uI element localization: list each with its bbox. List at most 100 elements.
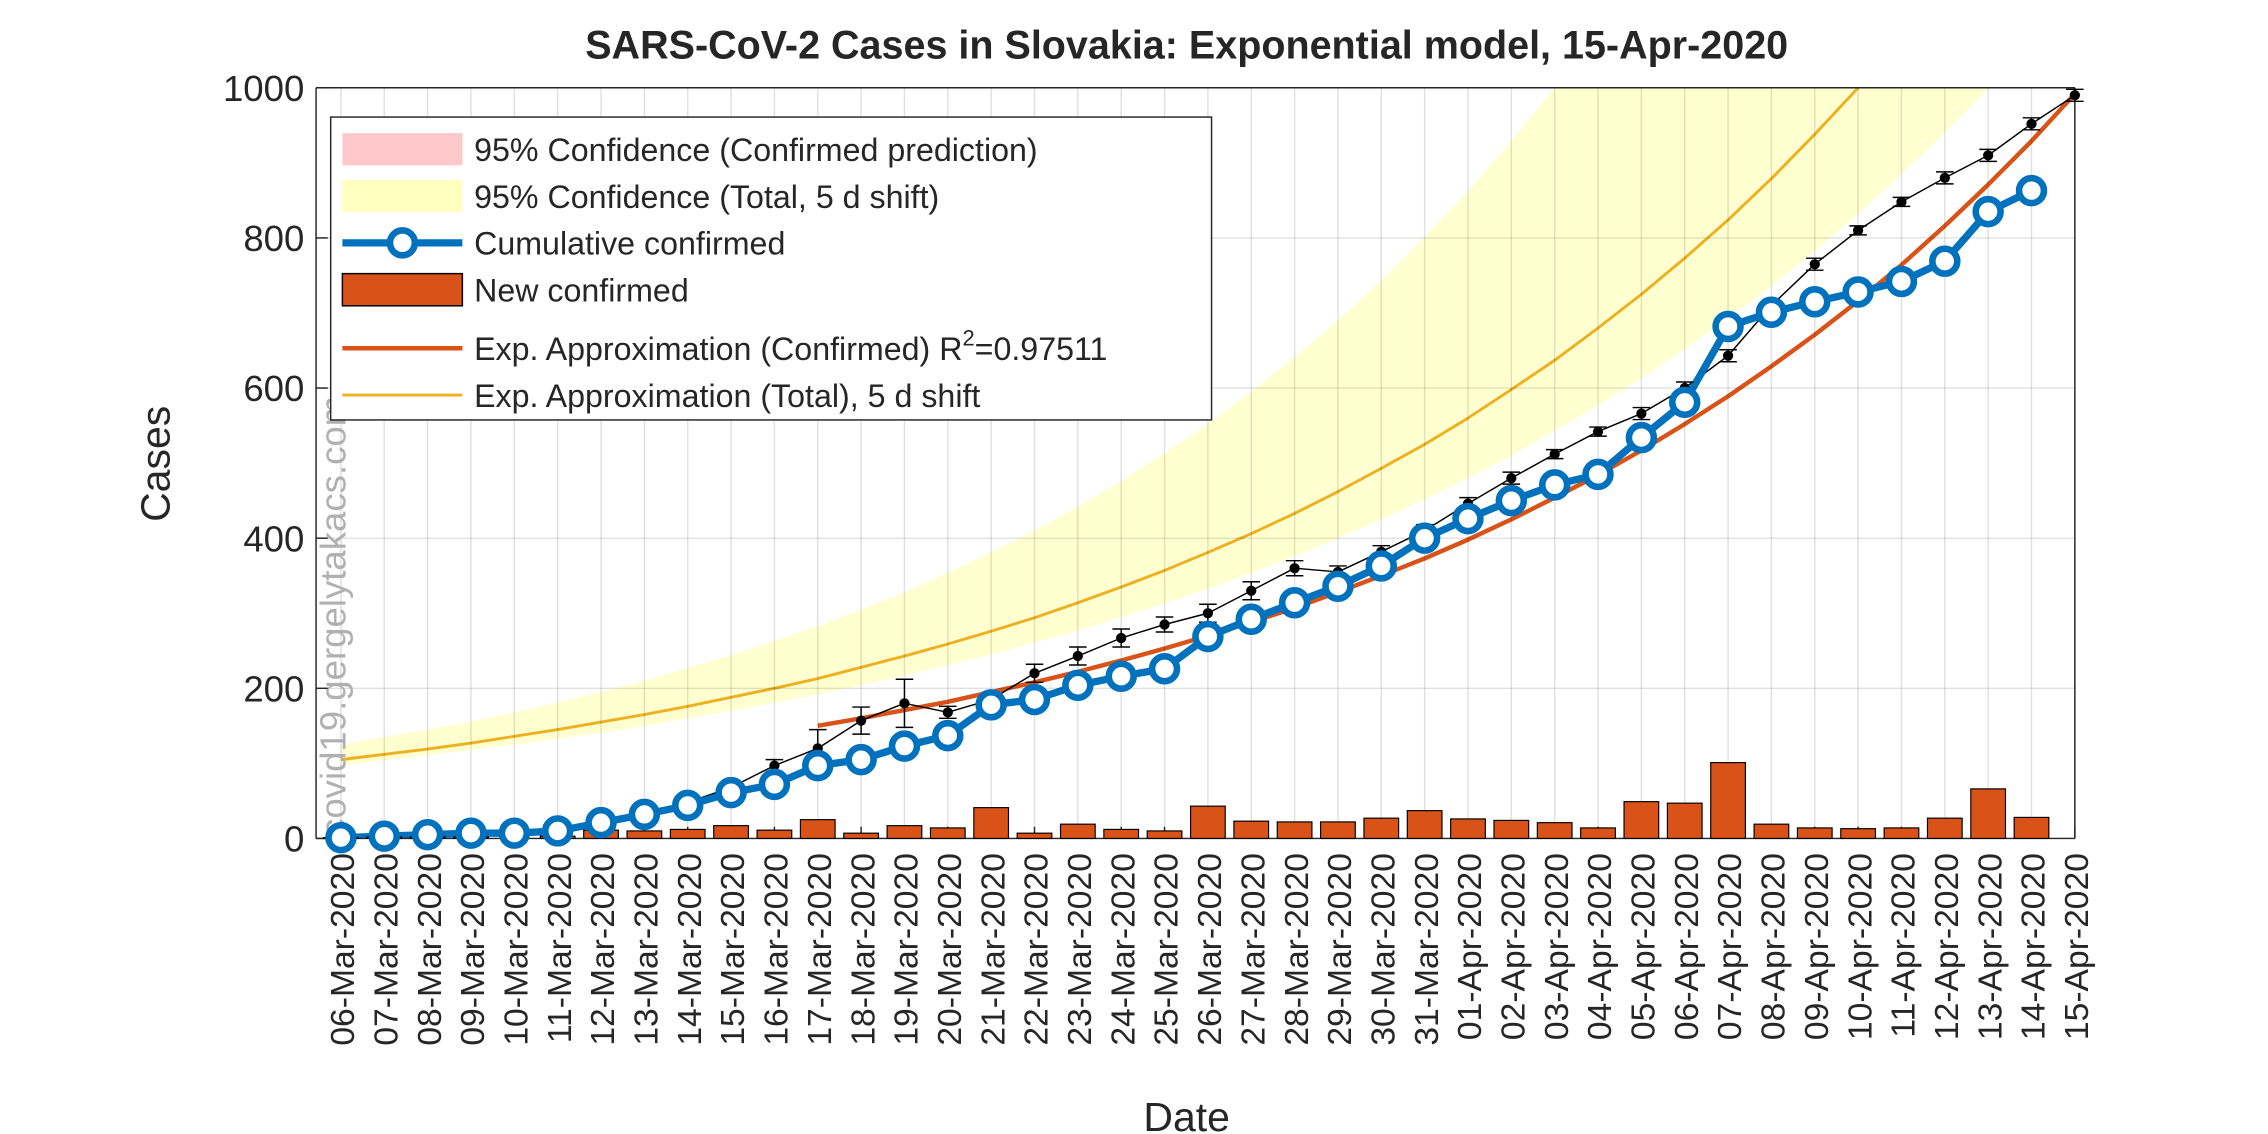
- error-bar: [1285, 559, 1304, 577]
- marker: [585, 806, 617, 839]
- marker: [1062, 669, 1094, 702]
- point: [1983, 150, 1994, 161]
- point: [1592, 426, 1604, 437]
- bar: [973, 807, 1010, 840]
- bar: [843, 832, 880, 840]
- bar: [1753, 823, 1790, 840]
- x-tick-label: 26-Mar-2020: [1192, 853, 1229, 1046]
- x-tick-label: 12-Apr-2020: [1929, 853, 1966, 1040]
- bar: [799, 819, 836, 840]
- x-tick-label: 09-Apr-2020: [1799, 853, 1836, 1040]
- x-tick-label: 17-Mar-2020: [802, 853, 839, 1046]
- error-bar: [2066, 88, 2084, 103]
- point: [1896, 196, 1907, 208]
- bar: [1146, 830, 1183, 840]
- x-tick-label: 19-Mar-2020: [889, 853, 926, 1046]
- error-bar: [1719, 349, 1737, 363]
- marker: [1452, 502, 1484, 535]
- x-tick-label: 07-Mar-2020: [368, 853, 405, 1046]
- point: [1722, 350, 1734, 361]
- legend-suffix: =0.97511: [975, 331, 1108, 367]
- legend-label: Cumulative confirmed: [474, 226, 785, 262]
- error-bar: [895, 678, 914, 729]
- x-tick-label: 24-Mar-2020: [1105, 853, 1142, 1046]
- x-tick-label: 09-Mar-2020: [455, 853, 492, 1046]
- point: [1116, 632, 1127, 644]
- legend-label: Exp. Approximation (Total), 5 d shift: [474, 378, 980, 414]
- y-tick-label: 600: [243, 368, 304, 409]
- legend-text: 95% Confidence (Total, 5 d shift): [474, 179, 939, 215]
- point: [942, 707, 953, 718]
- marker: [715, 776, 747, 809]
- bar: [756, 829, 793, 840]
- legend-swatch: [341, 272, 464, 307]
- marker: [1929, 245, 1961, 277]
- marker: [932, 719, 964, 752]
- marker: [368, 820, 401, 852]
- point: [2026, 118, 2037, 129]
- error-bar: [1805, 257, 1824, 271]
- marker: [1755, 296, 1788, 328]
- x-tick-label: 08-Mar-2020: [412, 853, 449, 1046]
- bar: [1840, 828, 1877, 840]
- bar: [1189, 805, 1226, 840]
- bar: [1016, 832, 1053, 840]
- marker: [758, 768, 791, 801]
- error-bar: [1892, 196, 1911, 208]
- marker: [455, 817, 487, 849]
- legend-swatch: [342, 133, 463, 166]
- error-bar: [1589, 426, 1607, 437]
- error-bar: [1632, 406, 1651, 421]
- marker: [1105, 660, 1137, 693]
- point: [769, 760, 780, 771]
- legend-text: Cumulative confirmed: [474, 226, 785, 262]
- legend-label: 95% Confidence (Confirmed prediction): [474, 132, 1038, 168]
- marker: [1582, 458, 1614, 491]
- legend-marker: [386, 227, 419, 259]
- error-bar: [852, 706, 870, 735]
- x-axis-label: Date: [1143, 1094, 1230, 1134]
- legend-text: Exp. Approximation (Confirmed) R: [474, 331, 962, 367]
- point: [1072, 650, 1083, 662]
- x-tick-label: 23-Mar-2020: [1062, 853, 1099, 1046]
- x-tick-label: 28-Mar-2020: [1279, 853, 1316, 1046]
- confidence-band: [340, 87, 1989, 765]
- marker: [1365, 550, 1398, 582]
- bar: [1623, 801, 1660, 840]
- line: [340, 187, 2034, 839]
- marker: [541, 815, 574, 847]
- marker: [1322, 570, 1354, 602]
- chart-title: SARS-CoV-2 Cases in Slovakia: Exponentia…: [585, 24, 1788, 68]
- x-tick-label: 08-Apr-2020: [1756, 853, 1793, 1040]
- bar: [626, 830, 663, 840]
- marker: [628, 798, 661, 831]
- point: [1029, 668, 1040, 679]
- y-tick-label: 0: [284, 819, 304, 860]
- error-bar: [1502, 471, 1521, 485]
- x-tick-label: 07-Apr-2020: [1712, 853, 1749, 1040]
- x-tick-label: 14-Mar-2020: [672, 853, 709, 1046]
- legend-text: 95% Confidence (Confirmed prediction): [474, 132, 1038, 168]
- legend-sup: 2: [962, 325, 974, 350]
- legend-label: New confirmed: [474, 272, 689, 308]
- point: [1289, 563, 1300, 574]
- bar: [1059, 823, 1096, 840]
- x-tick-label: 10-Mar-2020: [498, 853, 535, 1046]
- x-tick-label: 04-Apr-2020: [1582, 853, 1619, 1040]
- error-bar: [1199, 603, 1217, 623]
- bar: [1883, 827, 1920, 840]
- x-tick-label: 15-Apr-2020: [2059, 853, 2096, 1040]
- error-bar: [1545, 448, 1564, 460]
- marker: [1625, 421, 1658, 454]
- marker: [1235, 603, 1267, 635]
- bar: [1710, 762, 1746, 840]
- error-bar: [1936, 171, 1954, 185]
- error-bar: [1155, 616, 1174, 633]
- legend-text: Exp. Approximation (Total), 5 d shift: [474, 378, 980, 414]
- x-tick-label: 10-Apr-2020: [1842, 853, 1879, 1040]
- bar: [1363, 817, 1400, 840]
- marker: [1799, 285, 1831, 318]
- bar: [1406, 810, 1443, 840]
- bar: [1926, 817, 1963, 840]
